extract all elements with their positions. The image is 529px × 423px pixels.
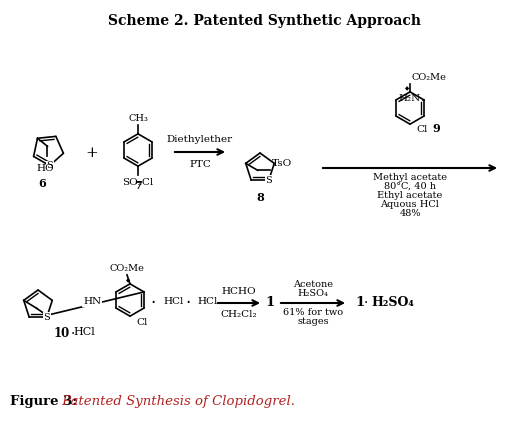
Text: 7: 7 <box>134 180 142 191</box>
Text: ◆: ◆ <box>405 86 409 91</box>
Text: Ethyl acetate: Ethyl acetate <box>377 191 443 200</box>
Text: Aquous HCl: Aquous HCl <box>380 200 440 209</box>
Text: Acetone: Acetone <box>293 280 333 289</box>
Text: Diethylether: Diethylether <box>167 135 233 144</box>
Text: 80°C, 40 h: 80°C, 40 h <box>384 182 436 191</box>
Text: H₂N: H₂N <box>399 94 421 104</box>
Text: HCHO: HCHO <box>222 287 257 296</box>
Text: CH₃: CH₃ <box>128 114 148 123</box>
Text: HN: HN <box>83 297 102 306</box>
Text: Cl: Cl <box>136 318 148 327</box>
Text: SO₂Cl: SO₂Cl <box>122 178 153 187</box>
Text: 1: 1 <box>266 297 275 310</box>
Text: S: S <box>266 176 272 184</box>
Text: 10: 10 <box>54 327 70 340</box>
Text: Patented Synthesis of Clopidogrel.: Patented Synthesis of Clopidogrel. <box>58 395 295 408</box>
Text: ·: · <box>364 296 368 310</box>
Text: S: S <box>43 313 50 321</box>
Text: ·: · <box>185 294 190 312</box>
Text: 1: 1 <box>355 297 364 310</box>
Text: Methyl acetate: Methyl acetate <box>373 173 447 182</box>
Text: Scheme 2. Patented Synthetic Approach: Scheme 2. Patented Synthetic Approach <box>107 14 421 28</box>
Text: ·: · <box>71 327 75 341</box>
Text: H₂SO₄: H₂SO₄ <box>371 297 414 310</box>
Text: stages: stages <box>297 317 329 326</box>
Text: 61% for two: 61% for two <box>283 308 343 317</box>
Text: Figure 3:: Figure 3: <box>10 395 77 408</box>
Text: +: + <box>86 146 98 160</box>
Text: H₂SO₄: H₂SO₄ <box>297 289 329 298</box>
Text: HCl: HCl <box>163 297 184 307</box>
Text: CO₂Me: CO₂Me <box>412 73 447 82</box>
Text: HO: HO <box>37 164 54 173</box>
Text: 8: 8 <box>256 192 264 203</box>
Text: HCl: HCl <box>197 297 217 307</box>
Text: 9: 9 <box>432 123 440 134</box>
Text: 6: 6 <box>38 178 46 189</box>
Text: S: S <box>46 161 53 170</box>
Text: CO₂Me: CO₂Me <box>110 264 144 273</box>
Text: ◆: ◆ <box>126 278 130 283</box>
Text: ·: · <box>150 294 156 312</box>
Text: Cl: Cl <box>416 125 427 134</box>
Text: CH₂Cl₂: CH₂Cl₂ <box>221 310 257 319</box>
Text: HCl: HCl <box>73 327 95 337</box>
Text: TsO: TsO <box>272 159 292 168</box>
Text: PTC: PTC <box>189 160 211 169</box>
Text: 48%: 48% <box>399 209 421 218</box>
